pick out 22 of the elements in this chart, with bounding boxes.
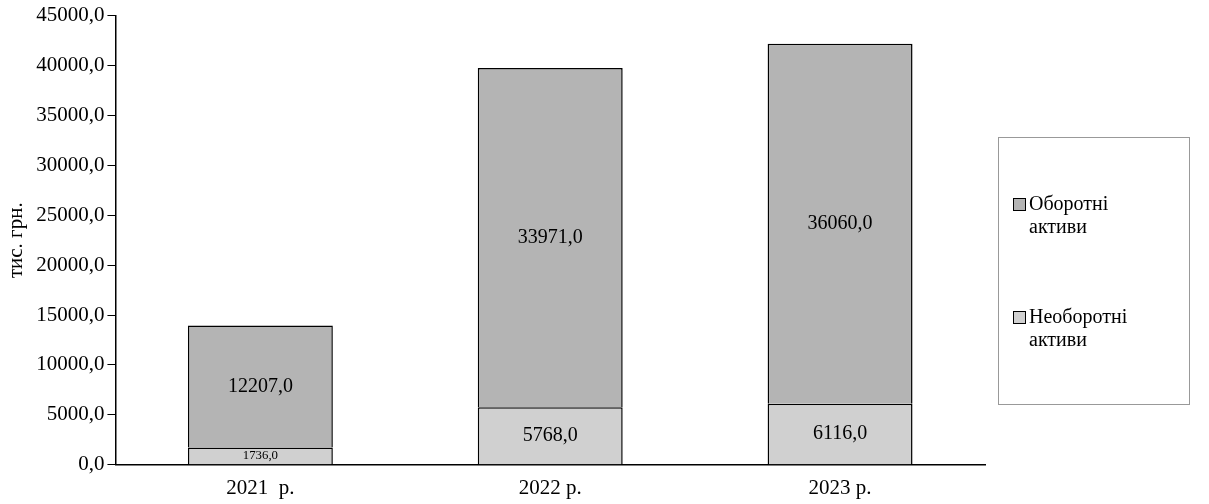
data-label: 5768,0: [522, 423, 578, 446]
y-tick-label: 5000,0: [46, 401, 105, 426]
y-tick-label: 45000,0: [36, 2, 105, 27]
y-tick-label: 25000,0: [36, 201, 105, 226]
data-label: 1736,0: [242, 448, 278, 463]
data-label: 33971,0: [517, 224, 583, 247]
y-tick-label: 15000,0: [36, 301, 105, 326]
legend-label: Необоротні активи: [1029, 304, 1129, 351]
data-label: 12207,0: [227, 373, 293, 396]
x-tick-label: 2022 р.: [518, 474, 582, 499]
legend-label: Оборотні активи: [1029, 191, 1110, 238]
data-label: 36060,0: [807, 211, 873, 234]
x-tick-label: 2021 р.: [226, 474, 295, 499]
y-axis-title: тис. грн.: [3, 202, 28, 279]
y-tick-label: 40000,0: [36, 52, 105, 77]
y-tick-label: 0,0: [78, 451, 105, 476]
y-tick-label: 35000,0: [36, 101, 105, 126]
data-label: 6116,0: [812, 421, 868, 444]
x-tick-label: 2023 р.: [808, 474, 872, 499]
y-tick-label: 10000,0: [36, 351, 105, 376]
y-tick-label: 20000,0: [36, 251, 105, 276]
y-tick-label: 30000,0: [36, 151, 105, 176]
